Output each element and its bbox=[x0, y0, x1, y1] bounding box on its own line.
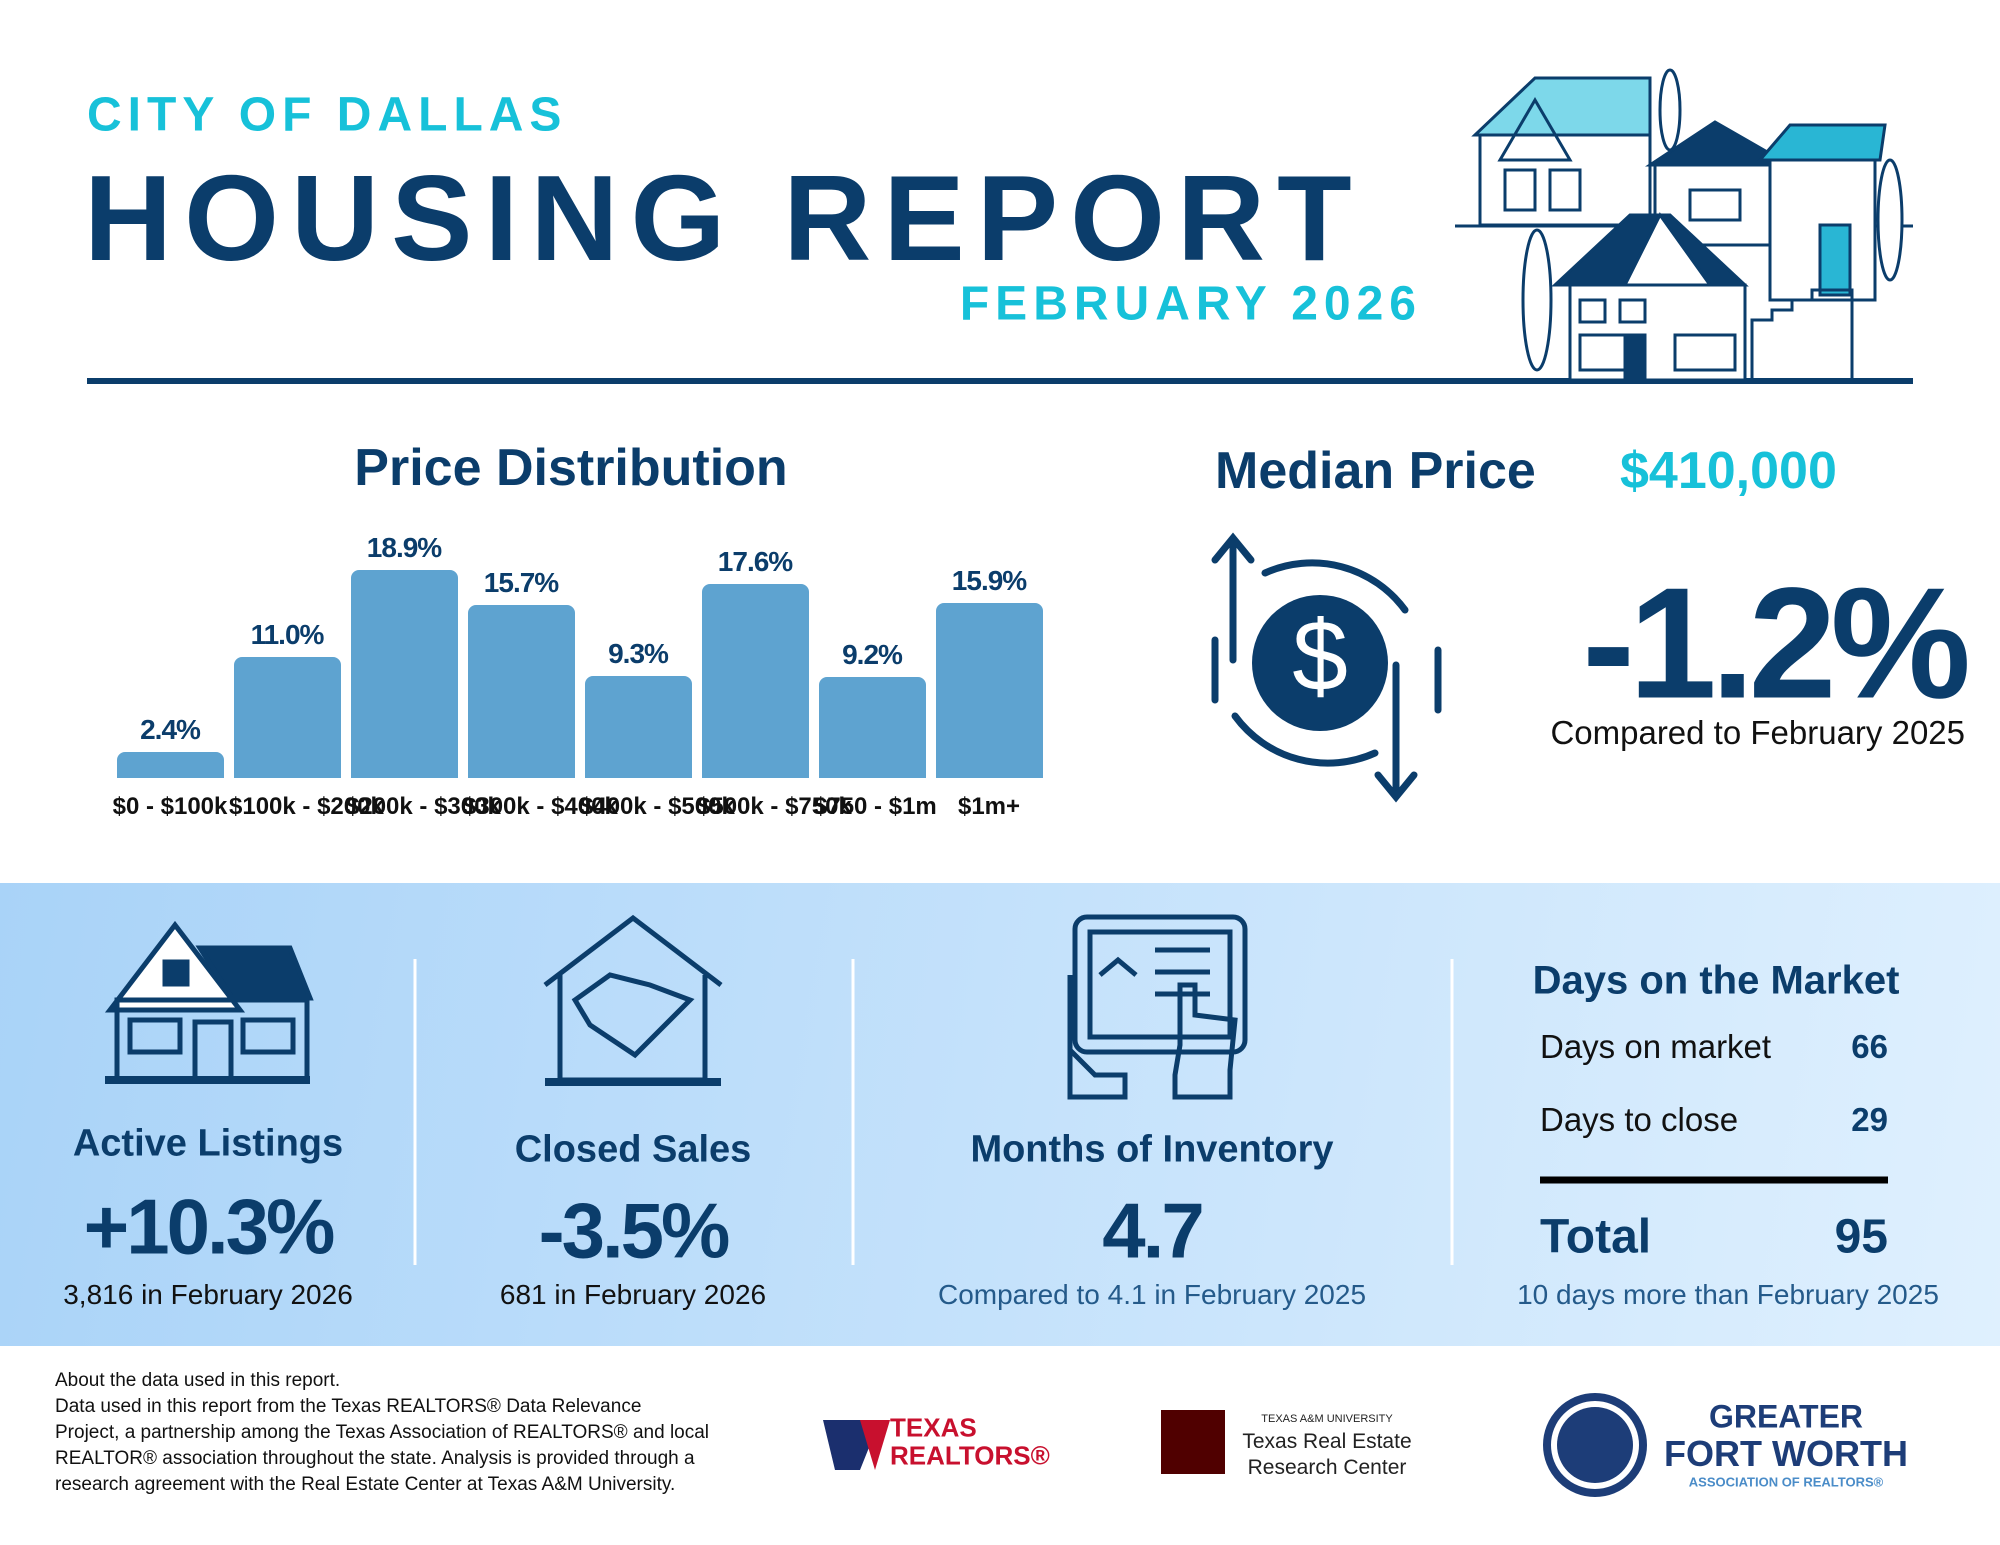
logo-shapes bbox=[823, 1393, 1647, 1497]
chart: 2.4% $0 - $100k 11.0% $100k - $200k 18.9% $20… bbox=[0, 0, 1200, 880]
stat-value: +10.3% bbox=[83, 1182, 336, 1271]
total-value: 95 bbox=[1834, 1210, 1888, 1264]
median-value: $410,000 bbox=[1620, 442, 1837, 500]
value-label: 2.4% bbox=[140, 713, 201, 745]
value-label: 18.9% bbox=[366, 532, 442, 564]
stat-title: Closed Sales bbox=[514, 1128, 752, 1171]
total-label: Total bbox=[1540, 1210, 1652, 1264]
x-tick-label: $200k - $300k bbox=[346, 793, 501, 820]
stat-detail: 3,816 in February 2026 bbox=[63, 1279, 353, 1310]
logo-text: GREATER bbox=[1708, 1398, 1864, 1435]
footer-line: research agreement with the Real Estate … bbox=[55, 1474, 676, 1495]
value-label: 15.9% bbox=[951, 565, 1027, 597]
value-label: 15.7% bbox=[483, 567, 559, 599]
stat-value: -3.5% bbox=[538, 1186, 731, 1275]
x-tick-label: $400k - $500k bbox=[580, 793, 735, 820]
footer-text: About the data used in this report. Data… bbox=[55, 1368, 709, 1498]
x-tick-label: $750 - $1m bbox=[814, 793, 937, 820]
median-label: Median Price bbox=[1215, 442, 1536, 500]
stat-value: 4.7 bbox=[1102, 1186, 1204, 1275]
footer-line: Data used in this report from the Texas … bbox=[55, 1396, 642, 1417]
value-label: 17.6% bbox=[717, 546, 793, 578]
value-label: 9.2% bbox=[842, 638, 903, 670]
stat-detail: 681 in February 2026 bbox=[499, 1279, 767, 1310]
footer-line: REALTOR® association throughout the stat… bbox=[55, 1448, 695, 1469]
stat-title: Active Listings bbox=[72, 1122, 344, 1165]
bar bbox=[116, 751, 224, 778]
x-tick-label: $100k - $200k bbox=[229, 793, 384, 820]
logo-text: FORT WORTH bbox=[1664, 1433, 1908, 1474]
days-row-label: Days on market bbox=[1540, 1028, 1772, 1065]
days-note: 10 days more than February 2025 bbox=[1517, 1279, 1939, 1310]
bar bbox=[935, 603, 1043, 778]
x-tick-label: $300k - $400k bbox=[463, 793, 618, 820]
stat-detail: Compared to 4.1 in February 2025 bbox=[937, 1279, 1367, 1310]
bar bbox=[467, 605, 575, 778]
listing-icon bbox=[104, 920, 314, 1084]
subtitle: CITY OF DALLAS bbox=[87, 88, 568, 142]
houses-illustration bbox=[1455, 68, 1913, 382]
tablet-icon bbox=[1067, 914, 1248, 1100]
logo-text: TEXAS bbox=[890, 1412, 977, 1443]
x-tick-label: $0 - $100k bbox=[112, 793, 228, 820]
value-label: 9.3% bbox=[608, 637, 669, 669]
x-tick-label: $1m+ bbox=[957, 793, 1021, 820]
logo-text: ASSOCIATION OF REALTORS® bbox=[1688, 1474, 1884, 1490]
bar bbox=[818, 676, 926, 778]
median-comparison: Compared to February 2025 bbox=[1550, 714, 1965, 751]
days-title: Days on the Market bbox=[1532, 958, 1900, 1003]
value-label: 11.0% bbox=[250, 619, 325, 650]
logo-text: Research Center bbox=[1247, 1456, 1407, 1479]
bar bbox=[233, 657, 341, 778]
days-row-value: 29 bbox=[1851, 1101, 1888, 1138]
days-row-label: Days to close bbox=[1540, 1101, 1739, 1138]
x-tick-label: $500k - $750k bbox=[697, 793, 852, 820]
median-change: -1.2% bbox=[1582, 555, 1971, 732]
bar bbox=[350, 570, 458, 778]
title: HOUSING REPORT bbox=[84, 150, 1364, 286]
logo-text: TEXAS A&M UNIVERSITY bbox=[1261, 1413, 1393, 1425]
dividers bbox=[413, 959, 1454, 1265]
bar bbox=[584, 675, 692, 778]
bar bbox=[701, 584, 809, 778]
footer-line: Project, a partnership among the Texas A… bbox=[55, 1422, 710, 1443]
stats-band bbox=[0, 883, 2000, 1346]
date: FEBRUARY 2026 bbox=[959, 277, 1422, 331]
logo-text: Texas Real Estate bbox=[1242, 1430, 1412, 1453]
logo-text: REALTORS® bbox=[890, 1440, 1050, 1471]
handshake-icon bbox=[543, 914, 723, 1086]
dollar-icon: $ bbox=[1211, 532, 1442, 803]
footer-line: About the data used in this report. bbox=[55, 1370, 341, 1391]
days-row-value: 66 bbox=[1851, 1028, 1888, 1065]
svg-text:$: $ bbox=[1292, 600, 1348, 712]
chart-title: Price Distribution bbox=[354, 439, 788, 497]
stat-title: Months of Inventory bbox=[970, 1128, 1334, 1171]
